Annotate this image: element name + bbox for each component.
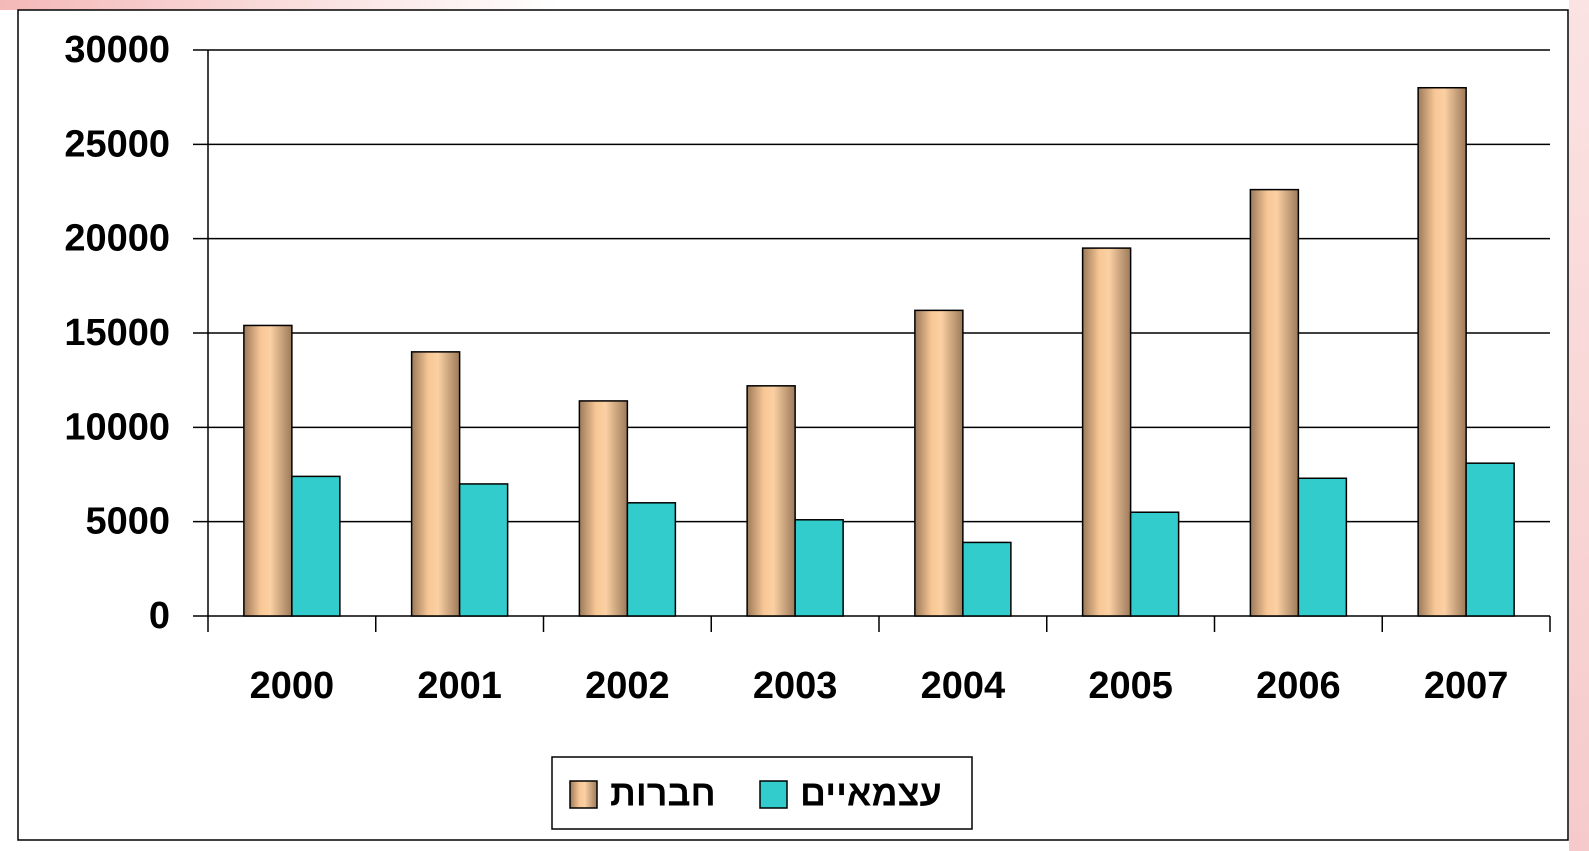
x-tick-label: 2003: [753, 665, 838, 707]
x-tick-label: 2001: [417, 665, 502, 707]
bar: [1465, 462, 1515, 617]
bar: [962, 541, 1012, 617]
y-tick-label: 20000: [64, 218, 170, 260]
bar: [578, 400, 629, 617]
y-tick-label: 0: [149, 595, 170, 637]
bar: [1297, 477, 1348, 617]
bar: [1129, 511, 1180, 617]
legend-swatch: [759, 780, 788, 809]
x-tick-label: 2007: [1424, 665, 1509, 707]
x-tick-label: 2005: [1088, 665, 1173, 707]
bar: [291, 475, 341, 617]
y-tick-label: 5000: [85, 501, 170, 543]
decoration: [0, 0, 560, 10]
y-tick-label: 15000: [64, 312, 170, 354]
bar: [458, 483, 509, 617]
bar: [243, 324, 293, 617]
y-tick-label: 30000: [64, 29, 170, 71]
bar: [1249, 188, 1300, 617]
x-tick-label: 2006: [1256, 665, 1341, 707]
bar: [410, 351, 461, 617]
bar: [626, 502, 677, 617]
x-tick-label: 2000: [250, 665, 335, 707]
legend-swatch: [569, 780, 598, 809]
bar: [746, 385, 796, 617]
x-tick-label: 2004: [921, 665, 1006, 707]
x-tick-label: 2002: [585, 665, 670, 707]
bar: [794, 519, 844, 617]
bar: [1417, 86, 1467, 617]
y-tick-label: 25000: [64, 123, 170, 165]
decoration: [1569, 0, 1589, 851]
bar: [914, 309, 964, 617]
bar: [1081, 247, 1132, 617]
y-tick-label: 10000: [64, 406, 170, 448]
legend-label: חברות: [610, 773, 716, 814]
legend-label: עצמאיים: [800, 773, 942, 814]
